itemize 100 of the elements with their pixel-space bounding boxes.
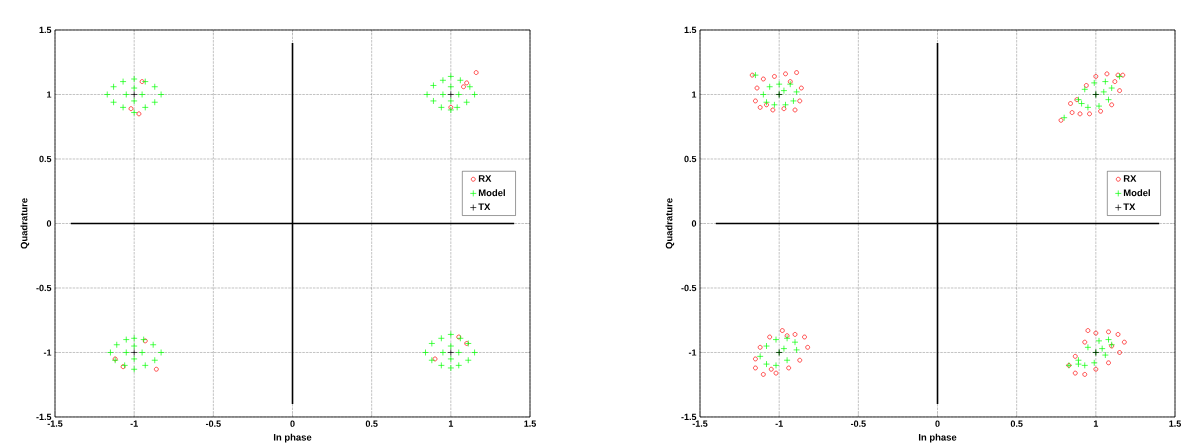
point xyxy=(1078,100,1085,107)
point xyxy=(772,362,780,369)
y-tick-label: -0.5 xyxy=(36,284,52,292)
y-tick-label: 1 xyxy=(692,91,697,98)
point xyxy=(756,353,764,360)
x-tick-label: 0.5 xyxy=(1010,420,1023,427)
point xyxy=(763,98,770,106)
point xyxy=(154,366,159,372)
point xyxy=(767,334,773,340)
legend-label: Model xyxy=(1123,189,1150,197)
point xyxy=(136,111,142,117)
point xyxy=(768,366,774,372)
x-tick-label: -0.5 xyxy=(205,420,221,427)
point xyxy=(781,106,787,112)
point xyxy=(773,370,779,376)
point xyxy=(753,365,758,371)
point xyxy=(805,344,811,350)
x-axis-title: In phase xyxy=(273,433,312,443)
point xyxy=(1090,79,1098,87)
point xyxy=(783,71,788,77)
point xyxy=(1095,337,1103,345)
point xyxy=(1093,74,1099,79)
point xyxy=(1068,101,1073,106)
y-axis-title: Quadrature xyxy=(20,198,30,249)
point xyxy=(1105,96,1112,103)
point xyxy=(448,105,454,110)
y-tick-label: -1 xyxy=(688,349,697,356)
y-tick-label: 1 xyxy=(47,91,52,98)
x-tick-label: 1 xyxy=(448,420,454,427)
point xyxy=(787,79,793,84)
x-tick-label: 0 xyxy=(935,420,940,427)
legend-label: TX xyxy=(1123,203,1136,211)
point xyxy=(761,372,766,377)
point xyxy=(1117,88,1122,93)
y-tick-label: 1.5 xyxy=(684,26,697,34)
point xyxy=(771,101,778,109)
point xyxy=(1104,71,1110,77)
point xyxy=(1106,329,1111,335)
point xyxy=(1102,351,1109,359)
point xyxy=(1077,111,1083,117)
point xyxy=(1106,360,1111,366)
point xyxy=(473,70,479,75)
point xyxy=(757,344,763,350)
point xyxy=(761,76,766,82)
point xyxy=(461,84,466,90)
point xyxy=(754,85,760,91)
legend-label: TX xyxy=(478,203,491,211)
point xyxy=(802,334,807,340)
point xyxy=(1098,108,1103,114)
point xyxy=(1082,372,1088,377)
point xyxy=(1081,85,1089,93)
point xyxy=(1084,83,1089,88)
point xyxy=(760,91,767,98)
point xyxy=(1072,354,1078,359)
y-tick-label: 0 xyxy=(691,220,697,227)
point xyxy=(1082,339,1088,345)
point xyxy=(1084,104,1092,111)
point xyxy=(749,72,755,78)
point xyxy=(786,80,794,88)
point xyxy=(797,357,803,363)
point xyxy=(790,97,797,105)
point xyxy=(753,98,758,104)
legend-label: RX xyxy=(478,175,492,182)
y-tick-label: -1.5 xyxy=(681,413,697,421)
point xyxy=(1098,345,1106,352)
point xyxy=(1090,359,1098,367)
point xyxy=(1060,114,1068,122)
point xyxy=(766,83,774,91)
point xyxy=(1100,88,1108,96)
point xyxy=(1112,79,1118,84)
point xyxy=(763,360,770,368)
point xyxy=(792,107,798,113)
y-tick-label: -1 xyxy=(43,349,52,356)
point xyxy=(792,332,798,337)
point xyxy=(1117,350,1122,355)
point xyxy=(1093,330,1099,336)
point xyxy=(432,356,438,362)
y-tick-label: 0.5 xyxy=(684,155,697,163)
point xyxy=(130,349,138,356)
x-tick-label: 0.5 xyxy=(365,420,378,427)
point xyxy=(770,107,776,113)
point xyxy=(1084,343,1092,351)
point xyxy=(786,365,792,371)
point xyxy=(797,98,803,104)
point xyxy=(780,87,788,94)
point xyxy=(783,356,791,364)
point xyxy=(447,349,455,356)
point xyxy=(764,102,769,108)
x-tick-label: 1.5 xyxy=(524,420,536,427)
point xyxy=(780,328,785,333)
point xyxy=(1075,356,1082,364)
point xyxy=(791,338,799,346)
x-tick-label: 0 xyxy=(290,420,295,427)
point xyxy=(1069,110,1075,115)
point xyxy=(775,80,783,88)
point xyxy=(757,105,763,110)
point xyxy=(130,91,138,98)
point xyxy=(793,346,800,354)
y-tick-label: 0.5 xyxy=(39,155,52,163)
legend-label: RX xyxy=(1123,175,1137,182)
